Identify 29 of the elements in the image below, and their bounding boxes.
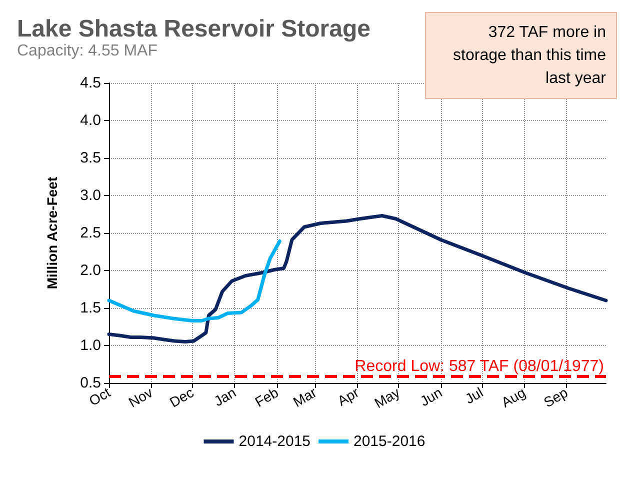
x-tick-label: Apr (334, 384, 362, 409)
ref-line-label: Record Low: 587 TAF (08/01/1977) (354, 358, 604, 375)
x-tick-label: Dec (166, 384, 196, 410)
y-axis-title: Million Acre-Feet (44, 176, 60, 290)
x-tick-label: Nov (126, 384, 156, 410)
legend-label: 2015-2016 (354, 433, 426, 450)
y-tick-label: 2.0 (80, 262, 101, 279)
line-series (107, 240, 282, 322)
chart-subtitle: Capacity: 4.55 MAF (17, 42, 158, 60)
y-tick-label: 4.0 (80, 112, 101, 129)
y-tick-label: 2.5 (80, 224, 101, 242)
x-tick-label: Jun (417, 384, 445, 410)
y-tick-label: 4.5 (80, 74, 101, 92)
x-tick-label: May (372, 384, 402, 412)
y-tick-label: 3.5 (80, 150, 101, 166)
y-tick-label: 1.0 (80, 337, 101, 354)
annotation: 372 TAF more in storage than this time last year (425, 12, 617, 99)
x-tick-label: Aug (498, 384, 528, 410)
x-tick-label: Mar (290, 384, 320, 410)
x-tick-label: Jan (211, 384, 239, 410)
x-tick-label: Feb (252, 384, 282, 410)
y-tick-label: 1.5 (80, 300, 101, 316)
x-tick-label: Jul (462, 384, 486, 407)
x-tick-label: Sep (540, 384, 571, 410)
line-series (107, 214, 608, 344)
y-tick-label: 0.5 (80, 374, 101, 392)
legend-label: 2014-2015 (238, 433, 310, 450)
y-tick-label: 3.0 (80, 187, 101, 204)
chart-title: Lake Shasta Reservoir Storage (17, 16, 370, 42)
